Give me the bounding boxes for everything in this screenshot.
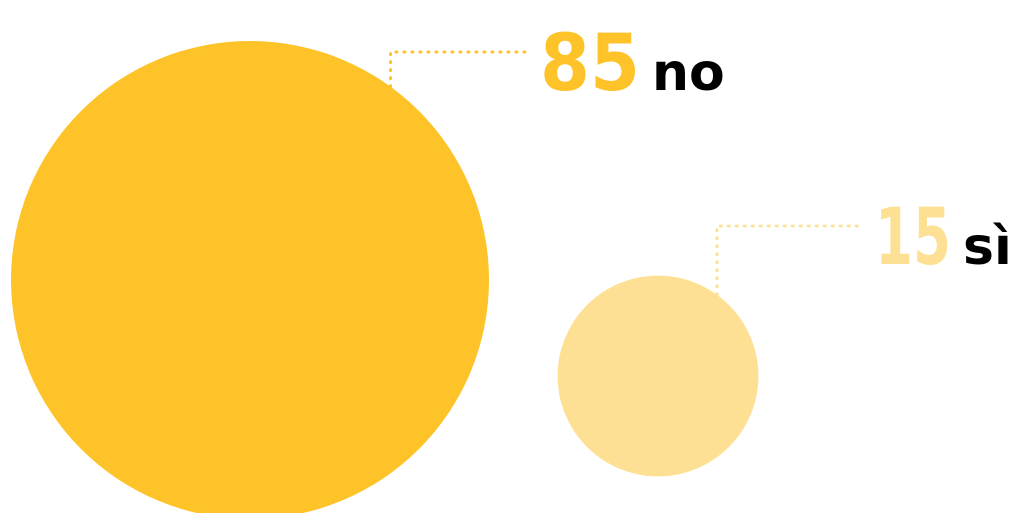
category-label-no: no xyxy=(652,43,725,103)
bubble-group-si: 15 sì xyxy=(557,193,1012,477)
leader-line-no xyxy=(389,50,530,89)
bubble-si xyxy=(557,275,759,477)
value-label-no: 85 xyxy=(540,19,640,109)
bubble-no xyxy=(11,41,489,513)
bubble-group-no: 85 no xyxy=(11,19,725,513)
category-label-si: sì xyxy=(963,217,1012,277)
value-label-si: 15 xyxy=(875,193,951,283)
leader-line-si xyxy=(715,224,865,297)
